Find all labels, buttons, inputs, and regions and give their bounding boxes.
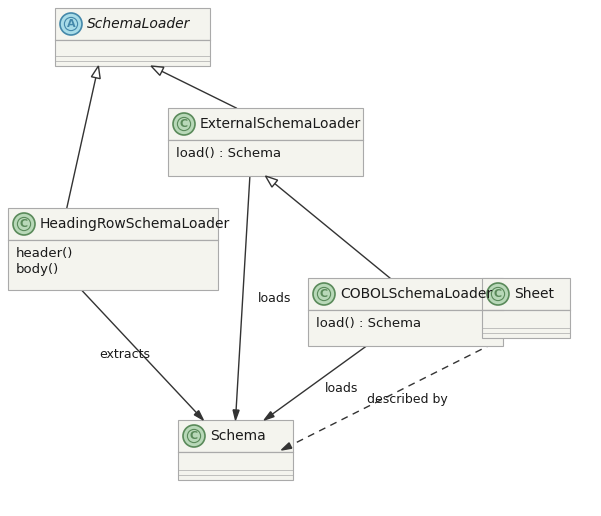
Bar [308,310,503,346]
Text: body(): body() [16,264,59,277]
Text: C: C [180,119,188,129]
Polygon shape [233,410,239,420]
Text: extracts: extracts [99,348,150,362]
Polygon shape [266,176,278,187]
Text: C: C [320,289,328,299]
Text: C: C [190,431,198,441]
Text: Sheet: Sheet [514,287,554,301]
Text: C: C [494,289,502,299]
Text: load() : Schema: load() : Schema [316,317,421,331]
Bar [178,452,293,480]
Text: COBOLSchemaLoader: COBOLSchemaLoader [340,287,492,301]
Circle shape [173,113,195,135]
Text: header(): header() [16,248,73,261]
Circle shape [487,283,509,305]
Polygon shape [91,66,100,79]
Bar [8,208,218,240]
Polygon shape [194,411,203,420]
Bar [482,278,570,310]
Circle shape [60,13,82,35]
Circle shape [183,425,205,447]
Bar [308,278,503,310]
Text: A: A [67,19,75,29]
Bar [168,140,363,176]
Circle shape [13,213,35,235]
Text: Schema: Schema [210,429,266,443]
Bar [178,420,293,452]
Text: loads: loads [325,381,359,395]
Bar [55,8,210,40]
Polygon shape [281,443,291,450]
Bar [168,108,363,140]
Polygon shape [264,412,274,420]
Polygon shape [151,66,164,75]
Text: load() : Schema: load() : Schema [176,148,281,160]
Bar [55,40,210,66]
Circle shape [313,283,335,305]
Text: ExternalSchemaLoader: ExternalSchemaLoader [200,117,361,131]
Text: loads: loads [258,292,291,304]
Text: SchemaLoader: SchemaLoader [87,17,191,31]
Text: described by: described by [367,393,448,406]
Bar [8,240,218,290]
Text: C: C [20,219,28,229]
Bar [482,310,570,338]
Text: HeadingRowSchemaLoader: HeadingRowSchemaLoader [40,217,230,231]
